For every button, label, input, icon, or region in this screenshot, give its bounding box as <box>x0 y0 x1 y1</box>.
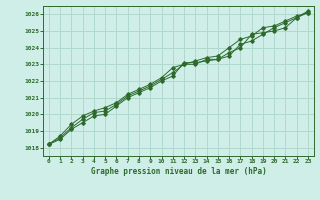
X-axis label: Graphe pression niveau de la mer (hPa): Graphe pression niveau de la mer (hPa) <box>91 167 266 176</box>
